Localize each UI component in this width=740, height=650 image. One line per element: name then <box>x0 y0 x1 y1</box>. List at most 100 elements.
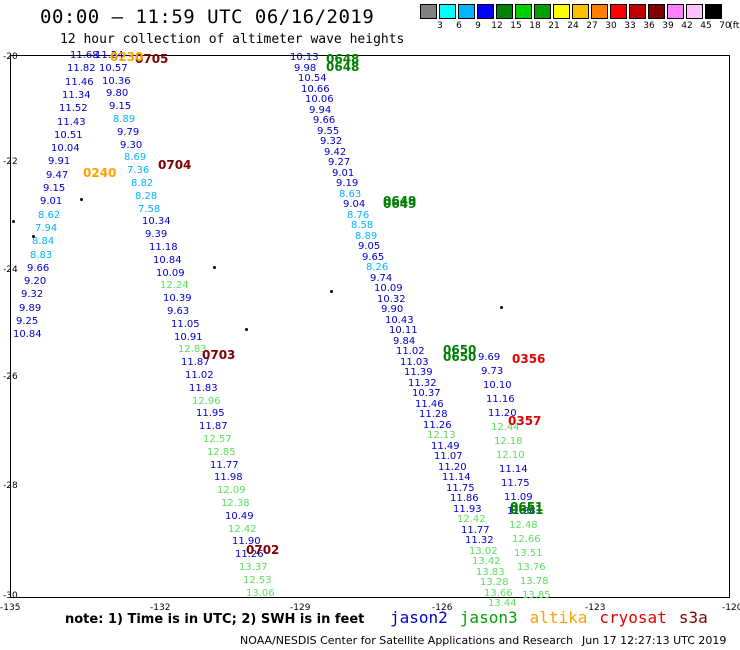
swh-value: 11.90 <box>232 536 261 547</box>
satellite-label: jason3 <box>459 608 518 627</box>
swh-value: 13.06 <box>246 588 275 599</box>
swh-value: 11.09 <box>504 492 533 503</box>
swh-value: 8.58 <box>351 220 374 231</box>
time-label: 0356 <box>512 352 546 366</box>
swh-value: 9.04 <box>343 199 366 210</box>
swh-value: 11.87 <box>199 421 228 432</box>
x-tick-label: -120 <box>722 603 740 613</box>
swh-value: 11.05 <box>171 319 200 330</box>
y-tick-label: -22 <box>3 157 18 167</box>
swh-value: 13.78 <box>520 576 549 587</box>
swh-value: 11.93 <box>453 504 482 515</box>
swh-value: 12.42 <box>228 524 257 535</box>
swh-value: 10.91 <box>174 332 203 343</box>
swh-value: 8.82 <box>131 178 154 189</box>
legend-tick-label: 6 <box>456 21 462 31</box>
swh-value: 11.26 <box>423 420 452 431</box>
swh-value: 11.46 <box>65 77 94 88</box>
legend-tick-label: 36 <box>643 21 655 31</box>
generated-timestamp: Jun 17 12:27:13 UTC 2019 <box>582 634 727 647</box>
swh-value: 9.01 <box>332 168 355 179</box>
footer-note: note: 1) Time is in UTC; 2) SWH is in fe… <box>65 612 365 627</box>
swh-value: 10.54 <box>298 73 327 84</box>
satellite-label: s3a <box>678 608 708 627</box>
legend-tick-label: 12 <box>491 21 503 31</box>
swh-value: 10.13 <box>290 52 319 63</box>
swh-value: 9.47 <box>46 170 69 181</box>
swh-value: 10.39 <box>163 293 192 304</box>
swh-value: 8.76 <box>347 210 370 221</box>
legend-tick-label: 9 <box>475 21 481 31</box>
time-label: 0649 <box>383 197 417 211</box>
chart-subtitle: 12 hour collection of altimeter wave hei… <box>60 32 405 47</box>
time-label: 0650 <box>443 343 477 357</box>
legend-tick-label: 24 <box>567 21 579 31</box>
swh-value: 12.18 <box>494 436 523 447</box>
swh-value: 10.34 <box>142 216 171 227</box>
swh-value: 11.02 <box>396 346 425 357</box>
swh-value: 11.49 <box>431 441 460 452</box>
swh-value: 11.03 <box>400 357 429 368</box>
swh-value: 9.20 <box>24 276 47 287</box>
swh-value: 10.11 <box>389 325 418 336</box>
legend-swatch <box>496 4 513 19</box>
swh-value: 11.75 <box>501 478 530 489</box>
swh-value: 12.53 <box>243 575 272 586</box>
legend-tick-label: 42 <box>681 21 693 31</box>
swh-value: 11.39 <box>404 367 433 378</box>
swh-value: 8.26 <box>366 262 389 273</box>
swh-value: 10.84 <box>153 255 182 266</box>
swh-value: 9.55 <box>317 126 340 137</box>
time-label: 0357 <box>508 414 542 428</box>
swh-value: 9.01 <box>40 196 63 207</box>
swh-value: 11.20 <box>438 462 467 473</box>
x-tick-label: -135 <box>0 603 21 613</box>
swh-value: 11.43 <box>57 117 86 128</box>
swh-value: 9.73 <box>481 366 504 377</box>
swh-value: 12.44 <box>491 422 520 433</box>
swh-value: 12.83 <box>178 344 207 355</box>
legend-swatch <box>686 4 703 19</box>
time-label: 0649 <box>383 194 417 208</box>
swh-value: 13.76 <box>517 562 546 573</box>
swh-value: 11.75 <box>446 483 475 494</box>
swh-value: 13.37 <box>239 562 268 573</box>
swh-value: 13.51 <box>514 548 543 559</box>
swh-value: 10.09 <box>156 268 185 279</box>
swh-value: 11.32 <box>408 378 437 389</box>
swh-value: 10.43 <box>385 315 414 326</box>
swh-value: 7.36 <box>127 165 150 176</box>
swh-value: 11.95 <box>196 408 225 419</box>
swh-value: 9.05 <box>358 241 381 252</box>
swh-value: 7.58 <box>138 204 161 215</box>
swh-value: 13.02 <box>469 546 498 557</box>
satellite-label: cryosat <box>599 608 667 627</box>
swh-value: 12.10 <box>496 450 525 461</box>
island-marker <box>12 220 15 223</box>
time-label: 0651 <box>510 500 544 514</box>
island-marker <box>80 198 83 201</box>
swh-value: 9.90 <box>381 304 404 315</box>
swh-value: 13.83 <box>476 567 505 578</box>
island-marker <box>245 328 248 331</box>
swh-value: 9.65 <box>362 252 385 263</box>
legend-tick-label: 18 <box>529 21 541 31</box>
swh-value: 11.98 <box>214 472 243 483</box>
swh-value: 8.89 <box>113 114 136 125</box>
legend-tick-label: 27 <box>586 21 598 31</box>
swh-value: 9.94 <box>309 105 332 116</box>
swh-value: 11.20 <box>488 408 517 419</box>
swh-value: 12.24 <box>160 280 189 291</box>
time-label: 0651 <box>510 503 544 517</box>
swh-value: 9.42 <box>324 147 347 158</box>
swh-value: 10.37 <box>412 388 441 399</box>
swh-value: 11.26 <box>235 549 264 560</box>
swh-value: 8.69 <box>124 152 147 163</box>
y-tick-label: -26 <box>3 372 18 382</box>
swh-value: 9.91 <box>48 156 71 167</box>
time-label: 0705 <box>135 52 169 66</box>
swh-value: 9.27 <box>328 157 351 168</box>
legend-swatch <box>667 4 684 19</box>
swh-value: 9.84 <box>393 336 416 347</box>
swh-value: 11.87 <box>181 357 210 368</box>
